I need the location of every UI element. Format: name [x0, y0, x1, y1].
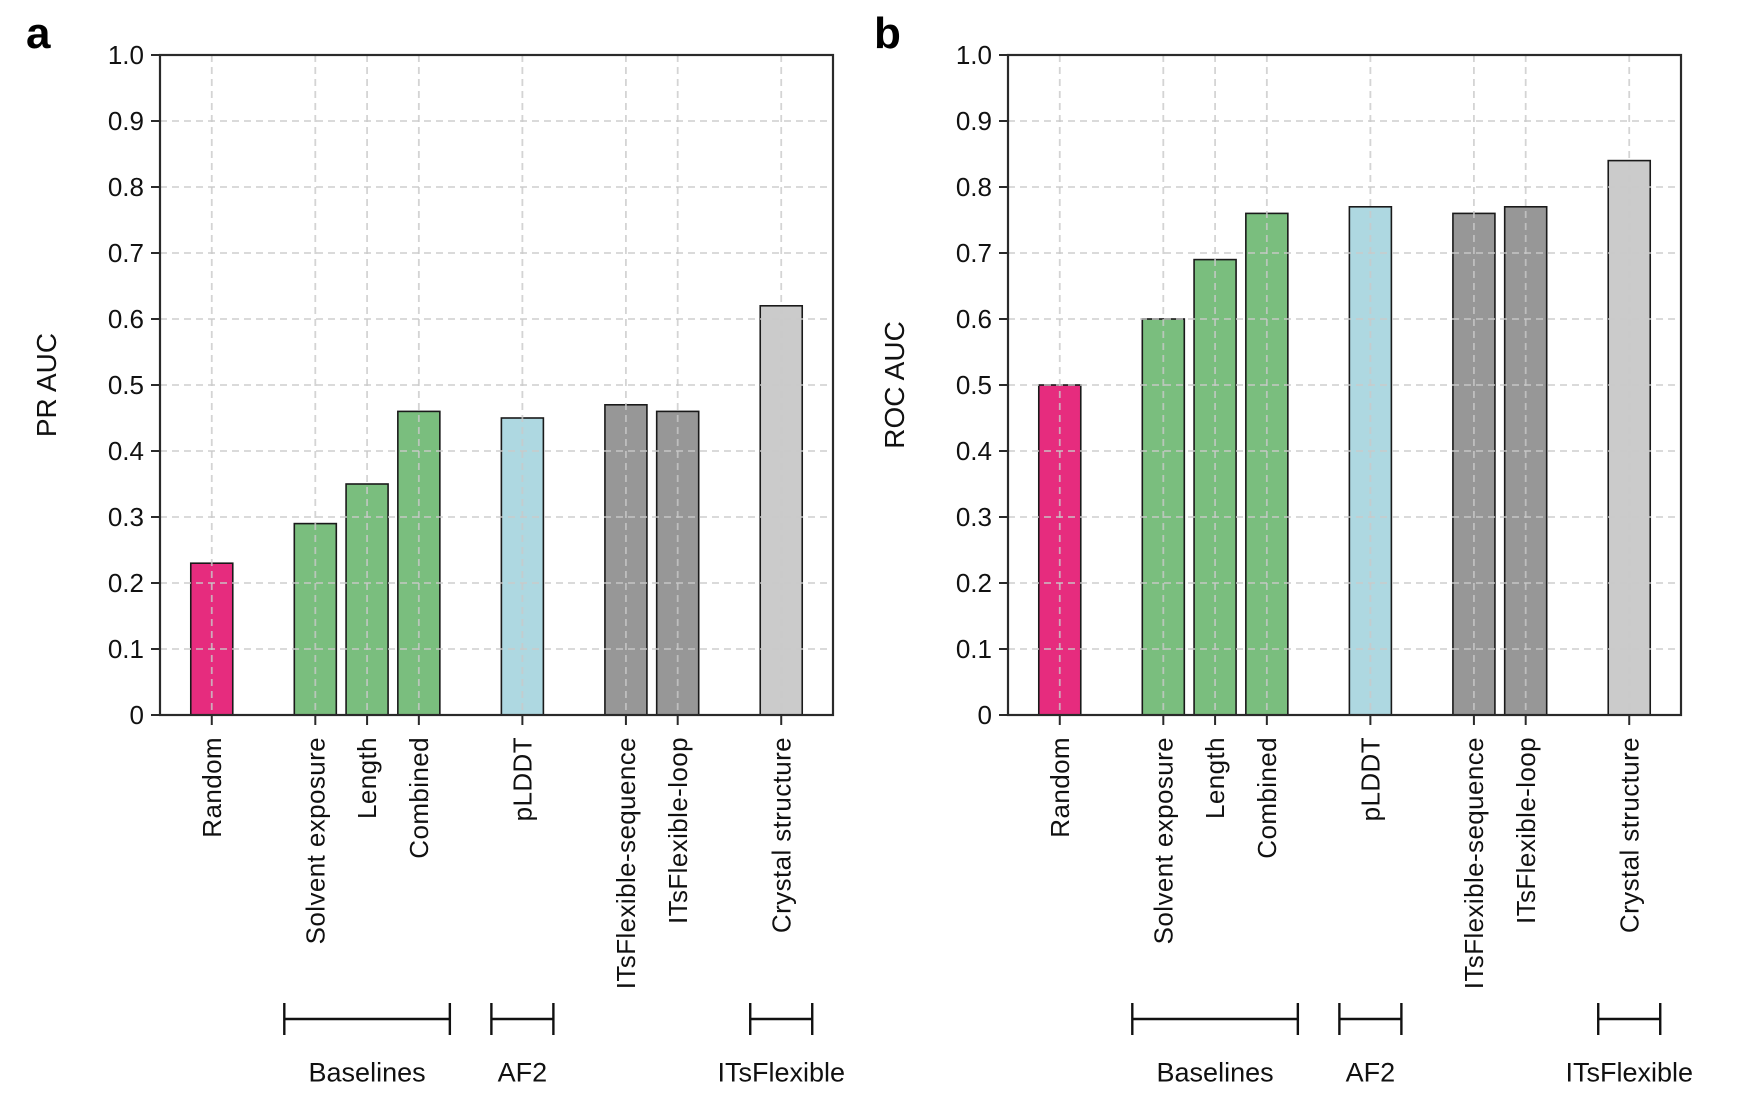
- group-label-itsflexible: ITsFlexible: [1565, 1057, 1693, 1087]
- y-tick-label: 0.1: [956, 634, 992, 664]
- category-label-combined: Combined: [404, 737, 434, 859]
- category-label-crystal-structure: Crystal structure: [1614, 737, 1644, 933]
- panel-a-letter: a: [26, 9, 51, 58]
- bars: [1037, 159, 1652, 716]
- y-tick-label: 0.3: [108, 502, 144, 532]
- y-tick-label: 0.9: [956, 106, 992, 136]
- group-label-itsflexible: ITsFlexible: [717, 1057, 845, 1087]
- group-label-af2: AF2: [498, 1057, 548, 1087]
- gridlines: [160, 55, 833, 715]
- group-bracket-itsflexible: [1597, 1003, 1662, 1035]
- y-axis-title: ROC AUC: [879, 321, 910, 449]
- group-bracket-af2: [1338, 1003, 1403, 1035]
- group-bracket-af2: [490, 1003, 555, 1035]
- group-label-baselines: Baselines: [309, 1057, 426, 1087]
- category-label-length: Length: [1200, 737, 1230, 819]
- y-tick-label: 0.6: [956, 304, 992, 334]
- y-tick-label: 1.0: [956, 40, 992, 70]
- y-tick-label: 0.8: [956, 172, 992, 202]
- y-tick-label: 0.4: [108, 436, 144, 466]
- panel-b: 0 0.1 0.2 0.3 0.4 0.5 0.6 0.7 0.8 0.9 1.0 Random Sol…: [879, 40, 1693, 1087]
- group-label-af2: AF2: [1346, 1057, 1396, 1087]
- category-label-solvent-exposure: Solvent exposure: [300, 737, 330, 944]
- panel-a: 0 0.1 0.2 0.3 0.4 0.5 0.6 0.7 0.8 0.9 1.0 Random Sol…: [31, 40, 845, 1087]
- y-tick-label: 0.6: [108, 304, 144, 334]
- gridlines: [1008, 55, 1681, 715]
- category-label-itsflexible-loop: ITsFlexible-loop: [663, 737, 693, 924]
- group-bracket-baselines: [283, 1003, 452, 1035]
- category-label-itsflexible-sequence: ITsFlexible-sequence: [1459, 737, 1489, 989]
- y-tick-label: 1.0: [108, 40, 144, 70]
- bars: [189, 304, 804, 716]
- category-label-solvent-exposure: Solvent exposure: [1148, 737, 1178, 944]
- y-tick-label: 0.7: [108, 238, 144, 268]
- bar-plddt: [1348, 206, 1393, 716]
- y-tick-label: 0.2: [956, 568, 992, 598]
- category-label-plddt: pLDDT: [1355, 737, 1385, 821]
- y-tick-label: 0.3: [956, 502, 992, 532]
- category-label-plddt: pLDDT: [507, 737, 537, 821]
- y-tick-label: 0: [130, 700, 144, 730]
- y-tick-label: 0.4: [956, 436, 992, 466]
- category-label-combined: Combined: [1252, 737, 1282, 859]
- bar-itsflexible-loop: [1503, 206, 1548, 716]
- category-label-itsflexible-sequence: ITsFlexible-sequence: [611, 737, 641, 989]
- category-label-length: Length: [352, 737, 382, 819]
- y-axis-title: PR AUC: [31, 333, 62, 437]
- y-tick-label: 0.5: [108, 370, 144, 400]
- group-bracket-itsflexible: [749, 1003, 814, 1035]
- y-tick-label: 0.7: [956, 238, 992, 268]
- group-bracket-baselines: [1131, 1003, 1300, 1035]
- group-label-baselines: Baselines: [1157, 1057, 1274, 1087]
- category-label-crystal-structure: Crystal structure: [766, 737, 796, 933]
- category-label-random: Random: [197, 737, 227, 838]
- y-tick-label: 0: [978, 700, 992, 730]
- category-label-random: Random: [1045, 737, 1075, 838]
- y-tick-label: 0.9: [108, 106, 144, 136]
- y-tick-label: 0.8: [108, 172, 144, 202]
- y-tick-label: 0.2: [108, 568, 144, 598]
- y-tick-label: 0.1: [108, 634, 144, 664]
- category-label-itsflexible-loop: ITsFlexible-loop: [1511, 737, 1541, 924]
- y-tick-label: 0.5: [956, 370, 992, 400]
- panel-b-letter: b: [874, 9, 901, 58]
